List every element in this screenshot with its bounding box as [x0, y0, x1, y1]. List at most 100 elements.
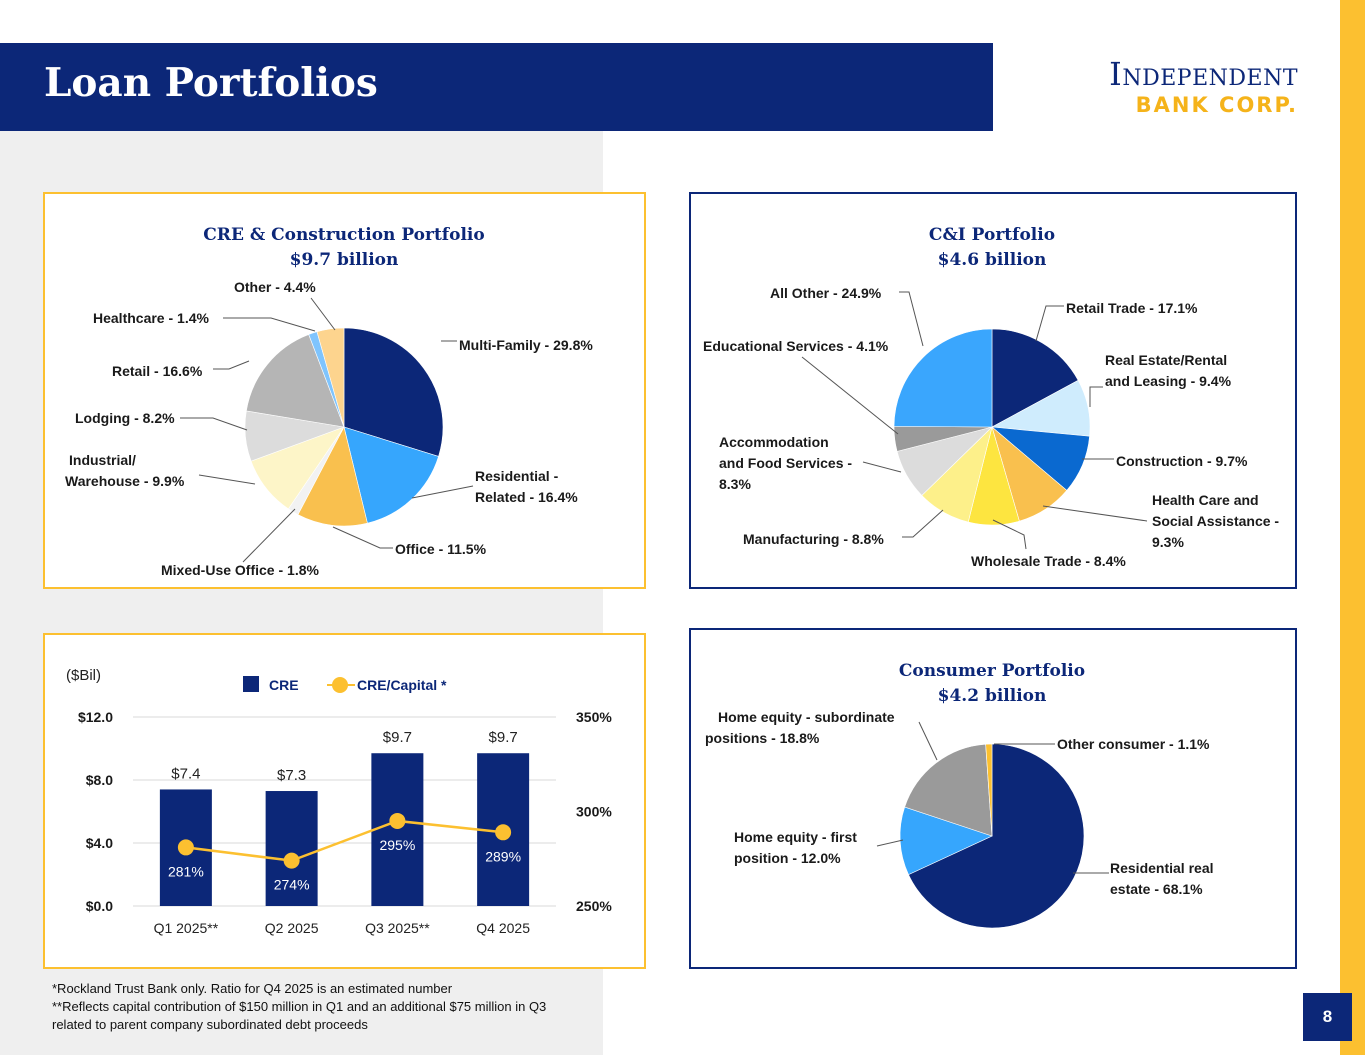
- chart-marks: $0.0 $4.0 $8.0 $12.0 250% 300% 350% $7.4 Q1 2025…: [78, 709, 612, 936]
- page-title: Loan Portfolios: [44, 60, 378, 106]
- pie-slice: [893, 328, 993, 428]
- slice-label: Warehouse - 9.9%: [65, 473, 185, 489]
- leader-line: [902, 509, 944, 538]
- leader-line: [242, 508, 296, 563]
- footnote-1: *Rockland Trust Bank only. Ratio for Q4 …: [52, 981, 453, 996]
- slice-label: Related - 16.4%: [475, 489, 578, 505]
- chart-title: CRE & Construction Portfolio: [203, 225, 484, 245]
- cre-pie-chart: CRE & Construction Portfolio $9.7 billio…: [65, 225, 593, 578]
- leader-line: [899, 291, 924, 347]
- bar: [371, 753, 424, 906]
- cre-bar-panel: ($Bil) CRE CRE/Capital * $0.0 $4.0 $8.0 $12…: [43, 633, 646, 969]
- pie-slice: [245, 334, 345, 428]
- bar-value-label: $9.7: [383, 729, 412, 746]
- pie-slice: [343, 327, 444, 457]
- y-axis-label: ($Bil): [66, 667, 101, 684]
- cre-capital-chart: ($Bil) CRE CRE/Capital * $0.0 $4.0 $8.0 $12…: [66, 667, 612, 936]
- slice-label: Healthcare - 1.4%: [93, 310, 209, 326]
- consumer-pie-chart: Consumer Portfolio $4.2 billion Resident…: [705, 661, 1214, 929]
- logo-line2: BANK CORP.: [1135, 93, 1298, 117]
- slice-label: Construction - 9.7%: [1116, 453, 1248, 469]
- slice-label: Other consumer - 1.1%: [1057, 736, 1210, 752]
- bar-value-label: $9.7: [489, 729, 518, 746]
- chart-subtitle: $4.2 billion: [938, 686, 1047, 706]
- chart-subtitle: $4.6 billion: [938, 250, 1047, 270]
- leader-line: [310, 297, 336, 331]
- y-tick-label: $12.0: [78, 709, 113, 725]
- pie-slices: [244, 327, 444, 527]
- legend-ratio-label: CRE/Capital *: [357, 677, 447, 693]
- leader-line: [918, 721, 938, 761]
- x-tick-label: Q4 2025: [476, 920, 530, 936]
- slice-label: Residential -: [475, 468, 559, 484]
- slice-label: Home equity - first: [734, 829, 857, 845]
- ci-pie-chart: C&I Portfolio $4.6 billion Retail Trade …: [703, 225, 1279, 569]
- leader-line: [213, 360, 250, 370]
- slice-label: Health Care and: [1152, 492, 1259, 508]
- ratio-point: [495, 824, 512, 841]
- slice-label: Educational Services - 4.1%: [703, 338, 889, 354]
- chart-title: C&I Portfolio: [929, 225, 1055, 245]
- slice-label: All Other - 24.9%: [770, 285, 882, 301]
- y2-tick-label: 350%: [576, 709, 612, 725]
- leader-line: [801, 356, 899, 435]
- pie-slice: [985, 743, 993, 837]
- pie-slices: [899, 743, 1085, 929]
- x-tick-label: Q1 2025**: [154, 920, 219, 936]
- x-tick-label: Q3 2025**: [365, 920, 430, 936]
- y2-tick-label: 300%: [576, 804, 612, 820]
- pie-slice: [297, 426, 368, 527]
- slice-label: Real Estate/Rental: [1105, 352, 1227, 368]
- slice-label: Manufacturing - 8.8%: [743, 531, 884, 547]
- slice-label: Lodging - 8.2%: [75, 410, 175, 426]
- x-tick-label: Q2 2025: [265, 920, 319, 936]
- ratio-point: [177, 839, 194, 856]
- slice-label: Wholesale Trade - 8.4%: [971, 553, 1126, 569]
- logo-line1: Independent: [1109, 55, 1298, 93]
- footnote-3: related to parent company subordinated d…: [52, 1017, 368, 1032]
- legend-marker-icon: [332, 677, 348, 693]
- slice-label: Retail - 16.6%: [112, 363, 203, 379]
- company-logo: Independent BANK CORP.: [1000, 55, 1300, 125]
- leader-line: [223, 317, 316, 332]
- leader-line: [180, 417, 248, 431]
- y-tick-label: $8.0: [86, 772, 113, 788]
- slice-label: position - 12.0%: [734, 850, 841, 866]
- pie-slice: [316, 327, 345, 428]
- legend-cre-swatch: [243, 676, 259, 692]
- leader-line: [1035, 305, 1064, 342]
- leader-line: [862, 461, 902, 473]
- slice-label: and Food Services -: [719, 455, 852, 471]
- pie-slice: [904, 743, 993, 837]
- ratio-label: 289%: [485, 848, 521, 864]
- slice-label: Social Assistance -: [1152, 513, 1279, 529]
- cre-construction-panel: CRE & Construction Portfolio $9.7 billio…: [43, 192, 646, 589]
- chart-subtitle: $9.7 billion: [290, 250, 399, 270]
- leader-line: [992, 519, 1027, 550]
- pie-slice: [899, 806, 993, 876]
- slice-label: Multi-Family - 29.8%: [459, 337, 593, 353]
- bar-value-label: $7.4: [171, 765, 200, 782]
- slice-label: Residential real: [1110, 860, 1214, 876]
- slice-label: 9.3%: [1152, 534, 1184, 550]
- slice-label: positions - 18.8%: [705, 730, 820, 746]
- y-tick-label: $0.0: [86, 898, 113, 914]
- ratio-label: 281%: [168, 863, 204, 879]
- page-number: 8: [1303, 993, 1352, 1041]
- slice-label: 8.3%: [719, 476, 751, 492]
- leader-line: [1042, 505, 1148, 522]
- ratio-point: [283, 852, 300, 869]
- leader-line: [332, 526, 393, 549]
- ratio-line: [185, 819, 504, 862]
- slice-label: Industrial/: [69, 452, 136, 468]
- header-band: [0, 43, 993, 131]
- leader-line: [876, 839, 904, 847]
- bar: [265, 791, 318, 906]
- slice-label: Accommodation: [719, 434, 829, 450]
- slice-label: Mixed-Use Office - 1.8%: [161, 562, 319, 578]
- y2-tick-label: 250%: [576, 898, 612, 914]
- pie-slices: [893, 328, 1091, 526]
- slice-label: estate - 68.1%: [1110, 881, 1203, 897]
- ci-portfolio-panel: C&I Portfolio $4.6 billion Retail Trade …: [689, 192, 1297, 589]
- leader-line: [1089, 386, 1103, 407]
